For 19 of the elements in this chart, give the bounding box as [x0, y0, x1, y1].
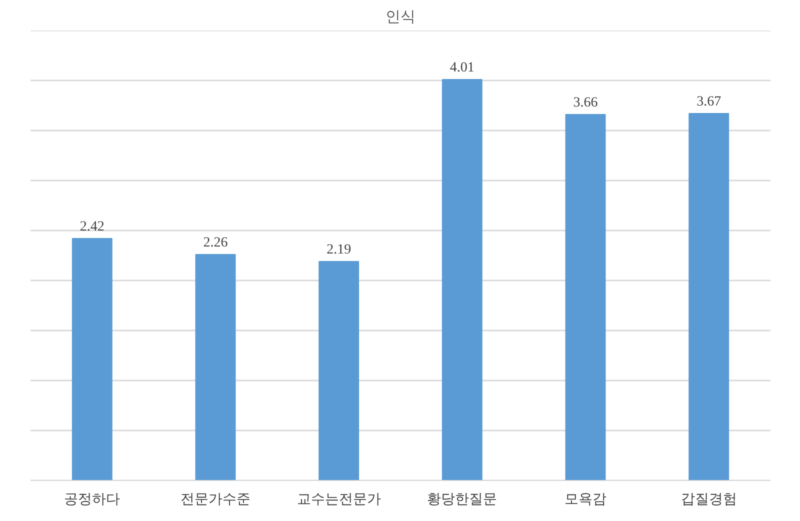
chart-title: 인식	[386, 8, 416, 26]
data-label: 2.26	[203, 236, 228, 250]
x-tick-label: 공정하다	[64, 492, 120, 508]
data-label: 2.42	[80, 220, 104, 234]
x-tick-label: 황당한질문	[427, 492, 498, 508]
bar	[195, 254, 236, 480]
bar	[318, 261, 360, 480]
x-tick-label: 전문가수준	[180, 492, 250, 508]
x-tick-label: 교수는전문가	[296, 492, 381, 508]
data-label: 4.01	[450, 60, 474, 76]
data-label: 2.19	[326, 242, 352, 258]
bar	[72, 238, 112, 480]
bar	[688, 113, 730, 480]
bar	[442, 79, 482, 480]
x-tick-label: 갑질경험	[680, 492, 737, 508]
bar	[565, 114, 606, 480]
data-label: 3.67	[696, 94, 722, 110]
x-tick-label: 모욕감	[564, 492, 606, 508]
data-label: 3.66	[573, 96, 598, 110]
